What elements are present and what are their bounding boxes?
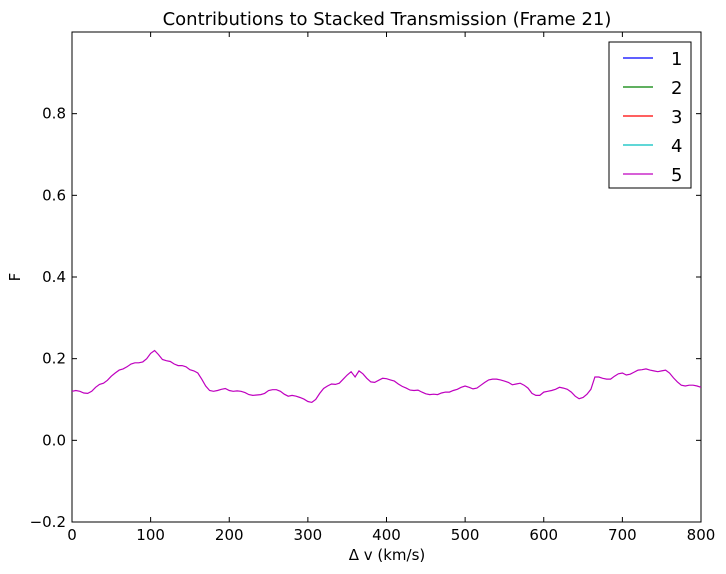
legend: 1 2 3 4 5 (608, 41, 692, 189)
legend-label-5: 5 (671, 165, 682, 186)
chart-title: Contributions to Stacked Transmission (F… (163, 9, 612, 30)
ticks-layer: 0 100 200 300 400 500 600 700 800 −0.2 0.0 0.2 0.4 0.… (30, 32, 716, 544)
x-tick-label: 700 (608, 526, 637, 544)
x-tick-label: 0 (67, 526, 77, 544)
series-line-5 (71, 349, 702, 404)
y-tick-label: 0.0 (42, 431, 66, 449)
x-tick-label: 800 (687, 526, 716, 544)
legend-label-1: 1 (671, 49, 682, 70)
y-tick-label: 0.4 (42, 268, 66, 286)
y-tick-label: 0.8 (42, 105, 66, 123)
x-tick-label: 300 (294, 526, 323, 544)
x-tick-label: 400 (372, 526, 401, 544)
plot-frame (71, 31, 702, 523)
legend-label-2: 2 (671, 78, 682, 99)
legend-label-3: 3 (671, 107, 682, 128)
legend-label-4: 4 (671, 136, 682, 157)
x-axis-label: Δ v (km/s) (349, 546, 426, 564)
plot-area: 0 100 200 300 400 500 600 700 800 −0.2 0.0 0.2 0.4 0.… (30, 31, 716, 544)
y-tick-label: −0.2 (30, 513, 66, 531)
x-tick-label: 600 (529, 526, 558, 544)
y-tick-label: 0.6 (42, 186, 66, 204)
x-tick-label: 200 (215, 526, 244, 544)
series-layer (71, 349, 702, 404)
legend-box (608, 41, 692, 189)
y-tick-label: 0.2 (42, 350, 66, 368)
x-tick-label: 100 (136, 526, 165, 544)
y-axis-label: F (6, 273, 24, 282)
x-tick-label: 500 (451, 526, 480, 544)
